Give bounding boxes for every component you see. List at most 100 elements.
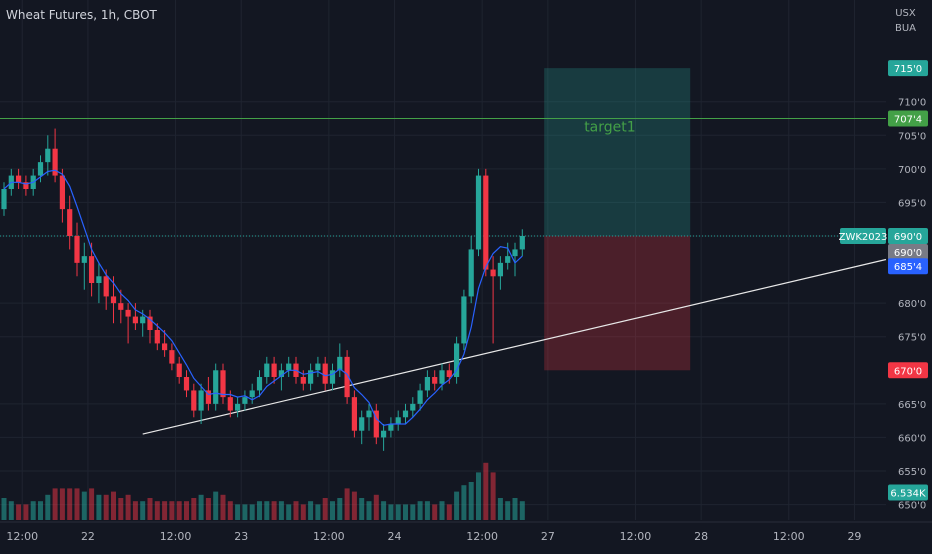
x-tick-label: 22: [81, 530, 95, 543]
candle-body: [1, 189, 7, 210]
volume-bar: [344, 488, 350, 520]
position-boxes[interactable]: [544, 68, 691, 371]
volume-bar: [388, 504, 394, 520]
candle-body: [402, 410, 409, 418]
candle-body: [96, 276, 102, 283]
candles: [1, 128, 525, 451]
candle-body: [74, 236, 80, 263]
candle-body: [483, 175, 489, 270]
volume-bar: [242, 504, 248, 520]
price-badge: [888, 362, 928, 379]
x-tick-label: 12:00: [313, 530, 345, 543]
price-badge: [888, 244, 928, 260]
time-axis[interactable]: 12:00 22 12:00 23 12:00 24 12:00 27 12:00 28 12:00…: [0, 521, 932, 543]
stop-zone[interactable]: [544, 236, 691, 371]
x-tick-label: 28: [694, 530, 708, 543]
candle-body: [235, 403, 241, 411]
volume-bar: [23, 504, 29, 520]
volume-bar: [403, 504, 408, 520]
candle-body: [162, 343, 168, 351]
y-tick-label: 695'0: [898, 198, 926, 209]
candle-body: [183, 377, 190, 391]
candle-body: [118, 303, 124, 310]
price-badge-label: 6.534K: [890, 488, 926, 499]
unit-label: BUA: [894, 23, 916, 34]
candle-body: [461, 296, 467, 344]
price-badge-label: 690'0: [894, 232, 922, 243]
candle-body: [454, 343, 460, 377]
candle-body: [446, 370, 452, 377]
target-label: target1: [584, 120, 635, 136]
volume-bar: [271, 501, 277, 520]
currency-unit[interactable]: USX BUA: [895, 6, 916, 36]
candle-body: [497, 262, 503, 277]
candle-body: [322, 363, 328, 384]
volume-bar: [38, 501, 43, 520]
y-tick-label: 655'0: [898, 467, 926, 478]
x-tick-label: 24: [388, 530, 402, 543]
volume-bar: [8, 501, 14, 520]
volume-bar: [512, 498, 518, 520]
volume-bar: [176, 501, 182, 520]
candle-body: [213, 370, 219, 404]
price-badge-label: 707'4: [894, 115, 922, 126]
price-badge-label: 690'0: [894, 248, 922, 259]
y-tick-label: 665'0: [898, 400, 926, 411]
price-badge-label: 715'0: [894, 64, 922, 75]
volume-bar: [293, 501, 299, 520]
candle-body: [52, 148, 58, 176]
candle-body: [37, 162, 44, 176]
candle-body: [286, 363, 292, 371]
profit-zone[interactable]: [544, 68, 691, 237]
candle-body: [59, 175, 65, 210]
volume-bar: [505, 501, 511, 520]
price-badges: 715'0 707'4 690'0 690'0 685'4 670'0 6.534K ZWK2…: [839, 60, 928, 501]
y-tick-label: 650'0: [898, 501, 926, 512]
candle-body: [227, 397, 233, 411]
y-tick-label: 660'0: [898, 433, 926, 444]
candle-body: [147, 316, 153, 330]
volume-bar: [16, 504, 22, 520]
candle-body: [490, 269, 496, 277]
volume-bars: [1, 462, 525, 520]
drawing-lines[interactable]: target1: [0, 118, 887, 435]
volume-bar: [213, 491, 219, 520]
candle-body: [475, 175, 482, 250]
candle-body: [351, 397, 357, 431]
candle-body: [176, 363, 182, 377]
candle-body: [388, 424, 394, 431]
candle-body: [512, 249, 518, 257]
candle-body: [505, 256, 511, 263]
volume-bar: [454, 491, 460, 520]
volume-bar: [140, 501, 146, 520]
volume-bar: [315, 504, 321, 520]
volume-bar: [205, 498, 211, 520]
candle-body: [45, 148, 51, 163]
candle-body: [359, 417, 365, 431]
x-tick-label: 23: [234, 530, 248, 543]
volume-bar: [286, 504, 292, 520]
candle-body: [110, 296, 117, 304]
volume-bar: [381, 501, 387, 520]
volume-bar: [67, 488, 73, 520]
y-tick-label: 700'0: [898, 165, 926, 176]
candle-body: [169, 350, 175, 364]
candle-body: [329, 370, 336, 384]
volume-bar: [366, 501, 372, 520]
volume-bar: [111, 491, 116, 520]
volume-bar: [30, 501, 36, 520]
volume-bar: [446, 504, 452, 520]
volume-bar: [461, 485, 467, 520]
trend-line[interactable]: [142, 258, 887, 435]
candle-body: [132, 316, 138, 324]
volume-bar: [235, 504, 241, 520]
candle-body: [308, 370, 314, 384]
volume-bar: [424, 501, 430, 520]
volume-bar: [278, 501, 284, 520]
candle-body: [198, 390, 204, 411]
price-badge: [888, 258, 928, 275]
candle-body: [154, 330, 160, 344]
candle-body: [191, 390, 197, 411]
